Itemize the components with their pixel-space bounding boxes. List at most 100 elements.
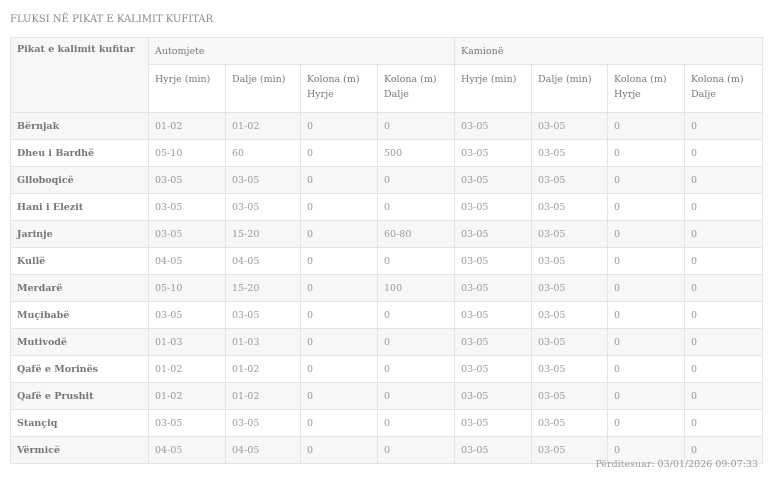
table-cell: 03-05 [531, 112, 609, 140]
table-cell: 03-05 [454, 409, 533, 437]
table-cell: 01-02 [148, 112, 226, 140]
crossing-name: Stançiq [10, 409, 149, 437]
table-cell: 60 [225, 139, 301, 167]
last-updated: Përditesuar: 03/01/2026 09:07:33 [595, 459, 758, 470]
crossing-name: Mutivodë [10, 328, 149, 356]
table-cell: 03-05 [225, 193, 301, 221]
table-row: Merdarë 05-10 15-20 0 100 03-05 03-05 0 0 [10, 274, 764, 302]
table-cell: 03-05 [531, 220, 609, 248]
column-header: Dalje (min) [225, 64, 301, 113]
table-cell: 03-05 [454, 436, 533, 464]
table-row: Qafë e Prushit 01-02 01-02 0 0 03-05 03-05 0 0 [10, 382, 764, 410]
table-cell: 04-05 [148, 436, 226, 464]
table-cell: 03-05 [148, 220, 226, 248]
table-cell: 01-02 [225, 382, 301, 410]
table-cell: 0 [607, 139, 686, 167]
table-cell: 0 [300, 382, 378, 410]
page-title: FLUKSI NË PIKAT E KALIMIT KUFITAR [10, 14, 214, 25]
table-cell: 0 [300, 166, 378, 194]
table-cell: 05-10 [148, 139, 226, 167]
table-cell: 0 [607, 247, 686, 275]
table-cell: 0 [300, 301, 378, 329]
table-cell: 03-05 [531, 301, 609, 329]
column-header: Hyrje (min) [148, 64, 226, 113]
table-row: Mutivodë 01-03 01-03 0 0 03-05 03-05 0 0 [10, 328, 764, 356]
table-row: Dheu i Bardhë 05-10 60 0 500 03-05 03-05 0 0 [10, 139, 764, 167]
table-cell: 03-05 [531, 409, 609, 437]
table-cell: 0 [684, 112, 764, 140]
crossing-name: Dheu i Bardhë [10, 139, 149, 167]
table-cell: 100 [376, 274, 456, 302]
table-cell: 0 [607, 220, 686, 248]
table-cell: 03-05 [531, 274, 609, 302]
table-cell: 0 [684, 139, 764, 167]
table-cell: 0 [684, 193, 764, 221]
table-cell: 05-10 [148, 274, 226, 302]
table-cell: 03-05 [454, 355, 533, 383]
crossing-name: Glloboqicë [10, 166, 149, 194]
table-cell: 03-05 [454, 382, 533, 410]
table-cell: 03-05 [454, 328, 533, 356]
crossing-name: Merdarë [10, 274, 149, 302]
table-cell: 03-05 [454, 139, 533, 167]
table-cell: 0 [300, 436, 378, 464]
table-cell: 500 [376, 139, 456, 167]
table-cell: 0 [607, 274, 686, 302]
table-cell: 03-05 [148, 409, 226, 437]
table-cell: 03-05 [531, 193, 609, 221]
table-cell: 0 [684, 247, 764, 275]
table-cell: 03-05 [225, 409, 301, 437]
header-group-vehicles: Automjete [147, 37, 456, 65]
table-cell: 0 [684, 274, 764, 302]
table-cell: 0 [376, 112, 456, 140]
table-cell: 03-05 [454, 274, 533, 302]
table-cell: 0 [376, 436, 456, 464]
table-cell: 03-05 [531, 166, 609, 194]
table-cell: 03-05 [531, 355, 609, 383]
crossing-name: Muçibabë [10, 301, 149, 329]
table-cell: 0 [607, 193, 686, 221]
table-cell: 01-03 [225, 328, 301, 356]
table-row: Stançiq 03-05 03-05 0 0 03-05 03-05 0 0 [10, 409, 764, 437]
table-cell: 03-05 [454, 220, 533, 248]
crossing-name: Qafë e Morinës [10, 355, 149, 383]
table-cell: 0 [607, 436, 686, 464]
table-cell: 0 [376, 409, 456, 437]
table-cell: 0 [300, 409, 378, 437]
table-row: Muçibabë 03-05 03-05 0 0 03-05 03-05 0 0 [10, 301, 764, 329]
table-cell: 0 [684, 328, 764, 356]
crossing-name: Bërnjak [10, 112, 149, 140]
table-cell: 0 [300, 112, 378, 140]
table-cell: 0 [684, 355, 764, 383]
table-cell: 0 [300, 139, 378, 167]
table-cell: 03-05 [225, 166, 301, 194]
table-cell: 01-02 [225, 112, 301, 140]
table-cell: 0 [376, 328, 456, 356]
table-row: Qafë e Morinës 01-02 01-02 0 0 03-05 03-05 0 0 [10, 355, 764, 383]
table-cell: 0 [300, 193, 378, 221]
crossing-name: Vërmicë [10, 436, 149, 464]
table-cell: 0 [376, 355, 456, 383]
header-group-trucks: Kamionë [454, 37, 764, 65]
table-cell: 0 [684, 301, 764, 329]
table-row: Jarinje 03-05 15-20 0 60-80 03-05 03-05 0 0 [10, 220, 764, 248]
table-row: Glloboqicë 03-05 03-05 0 0 03-05 03-05 0 0 [10, 166, 764, 194]
table-cell: 0 [684, 220, 764, 248]
table-cell: 01-02 [148, 382, 226, 410]
table-cell: 0 [607, 112, 686, 140]
table-cell: 0 [376, 382, 456, 410]
table-cell: 03-05 [225, 301, 301, 329]
table-cell: 01-03 [148, 328, 226, 356]
table-cell: 0 [684, 436, 764, 464]
table-cell: 03-05 [454, 193, 533, 221]
table-cell: 03-05 [531, 247, 609, 275]
table-cell: 0 [376, 166, 456, 194]
crossing-name: Kullë [10, 247, 149, 275]
table-cell: 03-05 [531, 328, 609, 356]
table-row: Hani i Elezit 03-05 03-05 0 0 03-05 03-05 0 0 [10, 193, 764, 221]
table-cell: 0 [684, 166, 764, 194]
table-cell: 03-05 [531, 436, 609, 464]
table-cell: 0 [684, 409, 764, 437]
table-cell: 0 [607, 382, 686, 410]
table-cell: 0 [607, 328, 686, 356]
